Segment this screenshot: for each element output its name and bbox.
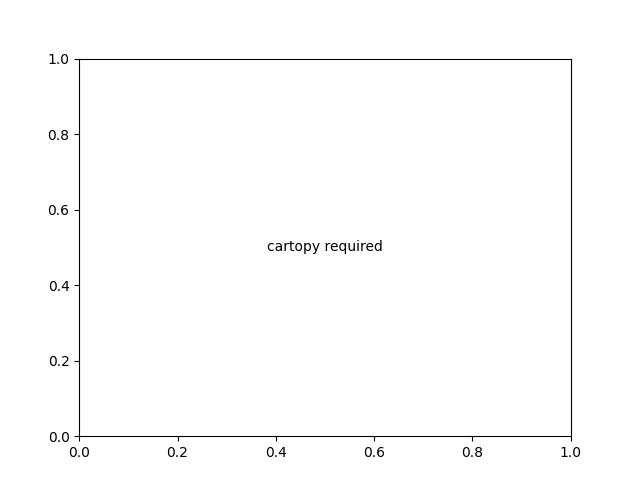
Text: cartopy required: cartopy required bbox=[267, 241, 383, 254]
